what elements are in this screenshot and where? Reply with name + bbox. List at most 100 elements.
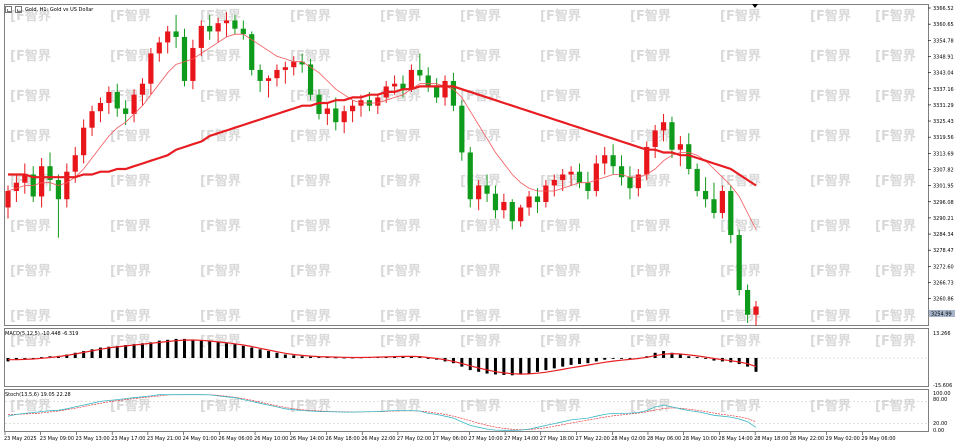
candle-body — [291, 61, 297, 68]
macd-histogram-bar — [216, 342, 220, 358]
macd-histogram-bar — [65, 354, 69, 358]
macd-histogram-bar — [746, 357, 750, 367]
candle-body — [39, 166, 45, 197]
candle-body — [744, 289, 751, 315]
macd-histogram-bar — [309, 356, 313, 358]
candle-body — [593, 163, 599, 191]
time-tick-label: 27 May 10:00 — [468, 436, 502, 442]
chart-shift-marker-icon[interactable] — [752, 4, 758, 8]
watermark-text: [F智界 — [720, 333, 761, 349]
price-tick-label: 3307.82 — [933, 167, 954, 173]
price-tick-label: 3296.08 — [933, 200, 954, 206]
macd-histogram-bar — [737, 357, 741, 365]
candle-body — [72, 155, 78, 172]
macd-histogram-bar — [132, 344, 136, 358]
macd-histogram-bar — [695, 357, 699, 358]
macd-histogram-bar — [31, 357, 35, 359]
time-tick-label: 23 May 17:00 — [111, 436, 145, 442]
candle-body — [610, 155, 616, 167]
watermark-text: [F智界 — [540, 218, 581, 234]
macd-histogram-bar — [267, 351, 271, 358]
macd-histogram-bar — [199, 340, 203, 358]
symbol-title: Gold, H1: Gold vs US Dollar — [25, 6, 94, 13]
candle-body — [274, 69, 280, 79]
one-click-trading-check-icon[interactable] — [15, 6, 22, 13]
macd-histogram-bar — [552, 357, 556, 369]
watermark-text: [F智界 — [10, 308, 51, 324]
candle-body — [299, 61, 305, 65]
candle-body — [677, 144, 683, 150]
time-tick-label: 28 May 06:00 — [647, 436, 681, 442]
macd-axis-bottom: -15.606 — [933, 383, 952, 389]
watermark-text: [F智界 — [540, 263, 581, 279]
watermark-text: [F智界 — [720, 308, 761, 324]
candle-body — [198, 25, 204, 48]
watermark-text: [F智界 — [875, 8, 916, 24]
watermark-text: [F智界 — [200, 398, 241, 414]
macd-histogram-bar — [687, 356, 691, 358]
macd-histogram-bar — [283, 354, 287, 358]
macd-histogram-bar — [468, 357, 472, 371]
candle-body — [148, 53, 154, 84]
time-tick-label: 23 May 21:00 — [147, 436, 181, 442]
macd-histogram-bar — [98, 347, 102, 358]
candle-body — [501, 201, 507, 211]
watermark-text: [F智界 — [10, 263, 51, 279]
chart-properties-icon[interactable] — [5, 6, 12, 13]
watermark-text: [F智界 — [810, 308, 851, 324]
watermark-text: [F智界 — [110, 8, 151, 24]
macd-histogram-bar — [174, 338, 178, 358]
candle-body — [181, 36, 188, 81]
watermark-text: [F智界 — [460, 48, 501, 64]
candle-body — [249, 34, 255, 70]
watermark-text: [F智界 — [10, 48, 51, 64]
watermark-text: [F智界 — [630, 398, 671, 414]
time-axis: 23 May 2025 23 May 09:00 23 May 13:00 23 Ma… — [4, 432, 896, 442]
watermark-text: [F智界 — [810, 48, 851, 64]
watermark-text: [F智界 — [875, 128, 916, 144]
candle-body — [324, 108, 330, 114]
stoch-axis-100: 100.00 — [933, 391, 951, 397]
watermark-layer: [F智界 [F智界 [F智界 [F智界 [F智界 [F智界 [F智界 [F智界 [F智界 [F智界… — [10, 8, 916, 414]
time-tick-label: 29 May 06:00 — [861, 436, 895, 442]
macd-histogram-bar — [40, 357, 44, 358]
time-tick-label: 26 May 14:00 — [290, 436, 324, 442]
macd-histogram-bar — [82, 351, 86, 358]
watermark-text: [F智界 — [200, 173, 241, 189]
symbol-header[interactable]: Gold, H1: Gold vs US Dollar — [5, 5, 93, 14]
candle-body — [492, 193, 499, 211]
candle-body — [282, 67, 288, 70]
macd-histogram-bar — [275, 352, 279, 358]
macd-label: MACD(5,12,5) -10.448 -6.319 — [5, 331, 79, 337]
watermark-text: [F智界 — [630, 308, 671, 324]
watermark-text: [F智界 — [720, 88, 761, 104]
price-tick-label: 3343.04 — [933, 71, 954, 77]
current-price-tag: 3254.99 — [931, 312, 952, 318]
watermark-text: [F智界 — [540, 88, 581, 104]
macd-histogram-bar — [250, 347, 254, 358]
time-tick-label: 28 May 22:00 — [790, 436, 824, 442]
watermark-text: [F智界 — [540, 8, 581, 24]
price-tick-label: 3266.73 — [933, 280, 954, 286]
macd-histogram-bar — [754, 357, 758, 372]
candle-body — [349, 105, 356, 112]
candle-body — [156, 42, 162, 54]
time-tick-label: 26 May 06:00 — [218, 436, 252, 442]
watermark-text: [F智界 — [460, 8, 501, 24]
watermark-text: [F智界 — [200, 263, 241, 279]
candle-body — [5, 190, 11, 208]
candle-body — [635, 174, 641, 189]
watermark-text: [F智界 — [200, 88, 241, 104]
candle-body — [316, 94, 322, 114]
candle-body — [392, 83, 398, 87]
watermark-text: [F智界 — [110, 398, 151, 414]
macd-layer — [5, 338, 928, 376]
time-tick-label: 27 May 06:00 — [433, 436, 467, 442]
watermark-text: [F智界 — [380, 8, 421, 24]
macd-histogram-bar — [477, 357, 481, 372]
candle-body — [81, 127, 87, 156]
macd-histogram-bar — [300, 356, 304, 358]
watermark-text: [F智界 — [380, 128, 421, 144]
candle-body — [459, 105, 465, 153]
